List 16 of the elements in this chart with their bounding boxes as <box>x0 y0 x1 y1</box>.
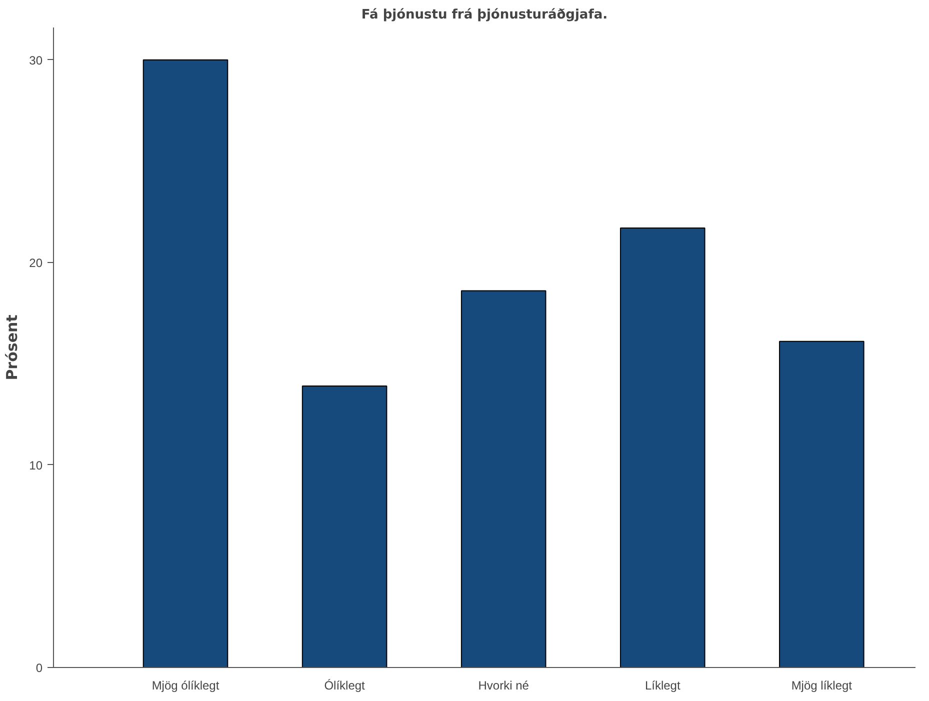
y-tick-label: 20 <box>29 256 43 270</box>
y-tick-label: 30 <box>29 53 43 68</box>
bar <box>620 228 706 668</box>
bar <box>460 290 546 668</box>
x-tick-label: Mjög ólíklegt <box>152 678 220 692</box>
x-tick-label: Hvorki né <box>478 678 530 692</box>
bar <box>142 59 228 668</box>
y-tick-label: 10 <box>29 458 43 472</box>
x-tick-label: Mjög líklegt <box>791 678 853 692</box>
bar <box>302 385 388 668</box>
chart-title: Fá þjónustu frá þjónusturáðgjafa. <box>361 8 608 22</box>
y-tick-label: 0 <box>36 661 43 675</box>
bar <box>779 340 864 668</box>
y-axis-title: Prósent <box>3 314 22 380</box>
x-tick-label: Líklegt <box>644 678 681 692</box>
x-tick-label: Ólíklegt <box>324 678 366 692</box>
